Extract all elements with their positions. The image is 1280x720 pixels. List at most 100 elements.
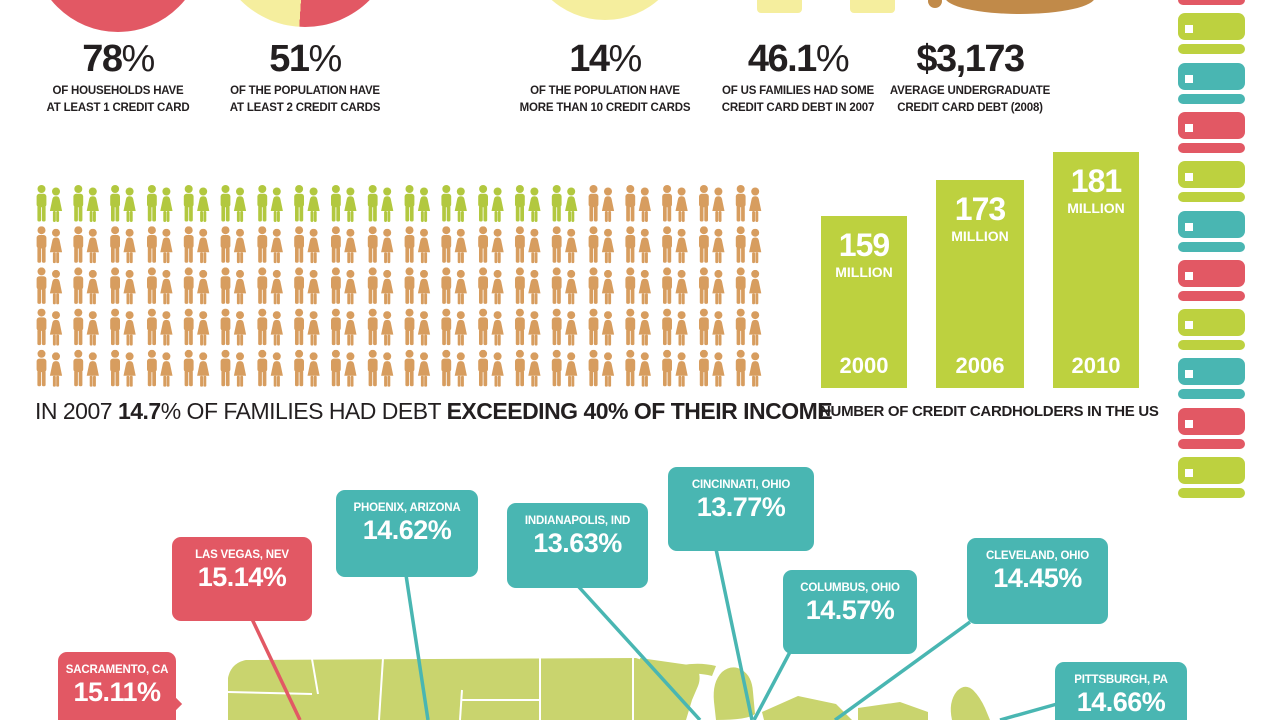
city-name: PITTSBURGH, PA xyxy=(1074,674,1168,686)
city-name: PHOENIX, ARIZONA xyxy=(353,502,461,514)
card-stripe xyxy=(1178,340,1245,351)
stat-caption: AVERAGE UNDERGRADUATE CREDIT CARD DEBT (2… xyxy=(889,85,1051,114)
bar-2010: 181 MILLION 2010 xyxy=(1053,152,1139,388)
card-stripe xyxy=(1178,44,1245,55)
city-name: CLEVELAND, OHIO xyxy=(985,550,1090,562)
leader-line xyxy=(714,548,754,720)
map-landmass xyxy=(950,686,990,720)
leader-line xyxy=(576,584,702,720)
city-label-pittsburgh: PITTSBURGH, PA 14.66% xyxy=(1055,662,1187,720)
bar-2006: 173 MILLION 2006 xyxy=(936,180,1024,388)
bar-year: 2000 xyxy=(839,353,889,378)
card-stripe xyxy=(1178,389,1245,400)
credit-card-icon xyxy=(1178,62,1245,90)
stat-caption: OF HOUSEHOLDS HAVE AT LEAST 1 CREDIT CARD xyxy=(46,85,190,114)
city-label-phoenix: PHOENIX, ARIZONA 14.62% xyxy=(336,490,478,577)
bar-2000: 159 MILLION 2000 xyxy=(821,216,907,388)
city-rate-value: 14.62% xyxy=(362,514,452,545)
card-stripe xyxy=(1178,488,1245,498)
card-stripe xyxy=(1178,438,1245,449)
city-name: INDIANAPOLIS, IND xyxy=(524,515,631,527)
map-landmass xyxy=(228,658,652,720)
stat-value: 78% xyxy=(82,38,155,80)
card-chip xyxy=(1185,419,1193,428)
credit-card-icon xyxy=(1178,111,1245,139)
city-label-cleveland: CLEVELAND, OHIO 14.45% xyxy=(967,538,1108,624)
card-chip xyxy=(1185,74,1193,83)
city-rate-value: 14.57% xyxy=(805,594,895,625)
stat-column-1: 78% OF HOUSEHOLDS HAVE AT LEAST 1 CREDIT C… xyxy=(3,40,233,116)
stat-value: 46.1% xyxy=(747,38,850,80)
map-landmass xyxy=(664,663,716,680)
state-border-line xyxy=(311,658,319,695)
state-border-line xyxy=(459,689,463,720)
stat-value: 14% xyxy=(569,38,642,80)
leader-line xyxy=(752,651,792,720)
bar-value: 159 xyxy=(838,227,890,263)
stat-caption: OF US FAMILIES HAD SOME CREDIT CARD DEBT … xyxy=(721,85,875,114)
card-stripe xyxy=(1178,192,1245,203)
cutoff-figure-shape-left xyxy=(757,0,802,13)
stat-column-2: 51% OF THE POPULATION HAVE AT LEAST 2 CRED… xyxy=(190,40,420,116)
piggy-bank-foot-shape xyxy=(928,0,942,8)
city-rate-value: 15.14% xyxy=(197,561,287,592)
piggy-bank-bottom-shape xyxy=(945,0,1095,14)
credit-card-icon xyxy=(1178,407,1245,435)
bar-unit: MILLION xyxy=(951,228,1009,244)
bar-unit: MILLION xyxy=(1067,200,1125,216)
bar-year: 2006 xyxy=(955,353,1005,378)
caption-part: IN 2007 xyxy=(35,398,118,424)
caption-part: EXCEEDING 40% OF THEIR INCOME xyxy=(446,398,833,424)
caption-part: 14.7 xyxy=(117,398,161,424)
stat-value: 51% xyxy=(269,38,342,80)
city-label-indianapolis: INDIANAPOLIS, IND 13.63% xyxy=(507,503,648,588)
city-label-cincinnati: CINCINNATI, OHIO 13.77% xyxy=(668,467,814,551)
map-landmass xyxy=(762,696,852,720)
credit-card-icon xyxy=(1178,457,1245,484)
credit-card-icon xyxy=(1178,358,1245,386)
leader-line xyxy=(833,620,972,720)
stat-caption: OF THE POPULATION HAVE AT LEAST 2 CREDIT … xyxy=(229,85,381,114)
card-chip xyxy=(1185,271,1193,280)
map-landmass xyxy=(858,702,928,720)
cutoff-figure-shape-right xyxy=(850,0,895,13)
credit-card-icon xyxy=(1178,161,1245,189)
credit-card-icon xyxy=(1178,210,1245,238)
pictogram-caption: IN 2007 14.7% OF FAMILIES HAD DEBT EXCEE… xyxy=(35,398,833,425)
bar-unit: MILLION xyxy=(835,264,893,280)
city-label-sacramento: SACRAMENTO, CA 15.11% xyxy=(58,652,176,720)
card-stripe xyxy=(1178,142,1245,153)
city-name: CINCINNATI, OHIO xyxy=(691,479,791,491)
city-name: LAS VEGAS, NEV xyxy=(195,549,289,561)
card-chip xyxy=(1185,222,1193,231)
credit-card-icon-column xyxy=(1178,0,1245,500)
city-name: SACRAMENTO, CA xyxy=(65,664,169,676)
bar-year: 2010 xyxy=(1071,353,1121,378)
credit-card-icon xyxy=(1178,309,1245,337)
bar-value: 181 xyxy=(1070,163,1122,199)
card-chip xyxy=(1185,173,1193,182)
bar-value: 173 xyxy=(954,191,1006,227)
bar-chart-caption: NUMBER OF CREDIT CARDHOLDERS IN THE US xyxy=(820,403,1159,420)
card-stripe xyxy=(1178,93,1245,104)
stat-column-4: 46.1% OF US FAMILIES HAD SOME CREDIT CARD … xyxy=(683,40,913,116)
credit-card-icon xyxy=(1178,13,1245,41)
credit-card-icon xyxy=(1178,259,1245,287)
card-chip xyxy=(1185,469,1193,477)
stat-column-5: $3,173 AVERAGE UNDERGRADUATE CREDIT CARD D… xyxy=(855,40,1085,116)
stat-column-3: 14% OF THE POPULATION HAVE MORE THAN 10 CR… xyxy=(490,40,720,116)
leader-line xyxy=(999,702,1058,720)
card-stripe xyxy=(1178,290,1245,301)
city-rate-value: 14.66% xyxy=(1076,686,1166,717)
city-rate-value: 13.63% xyxy=(533,527,622,558)
leader-line xyxy=(250,618,302,720)
card-stripe xyxy=(1178,241,1245,252)
card-chip xyxy=(1185,370,1193,379)
city-rate-value: 15.11% xyxy=(73,676,161,707)
state-border-line xyxy=(378,657,384,720)
state-border-line xyxy=(227,691,313,695)
city-label-columbus: COLUMBUS, OHIO 14.57% xyxy=(783,570,917,654)
card-chip xyxy=(1185,321,1193,330)
